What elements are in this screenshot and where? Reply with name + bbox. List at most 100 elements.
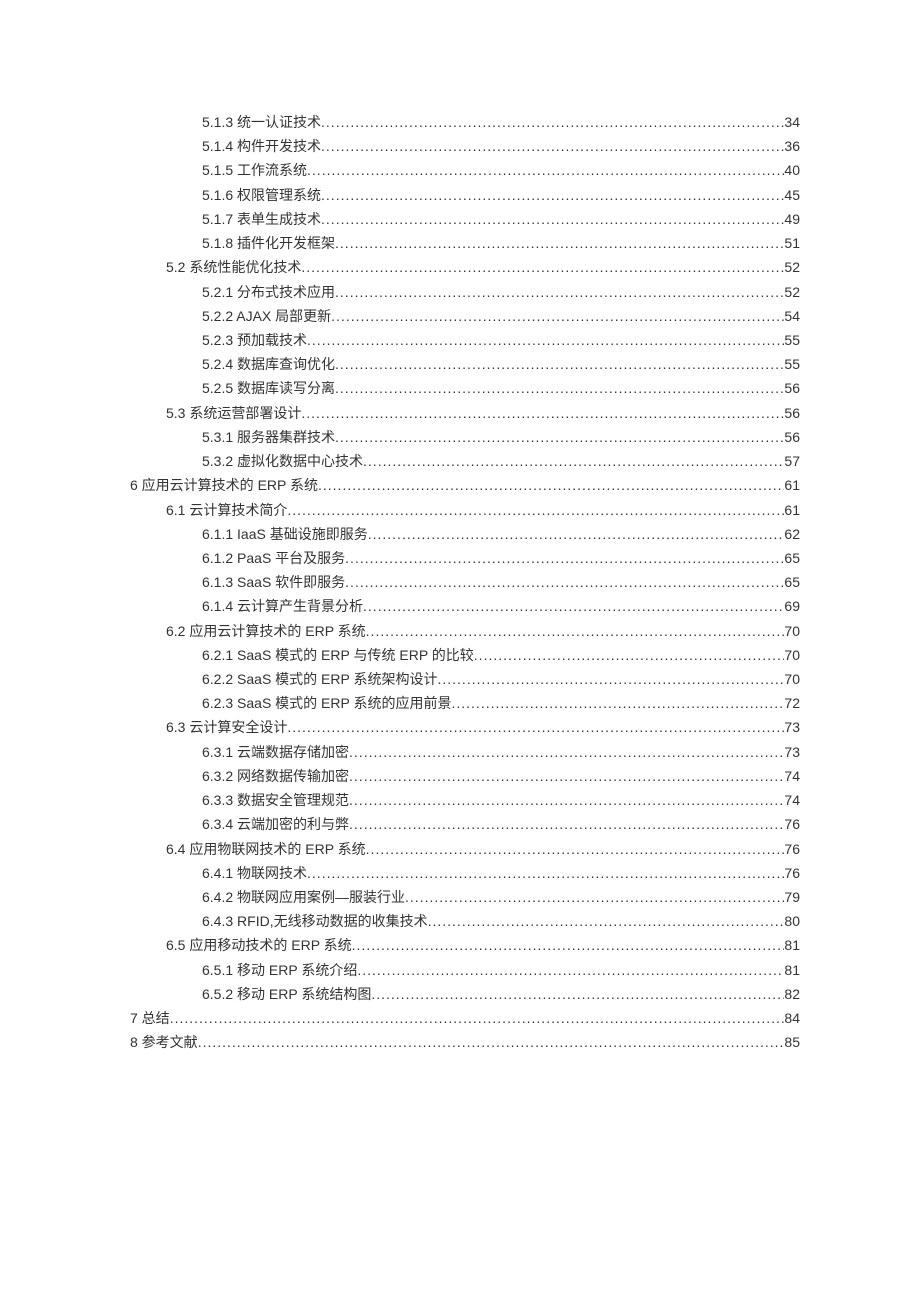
toc-entry[interactable]: 5.2.1 分布式技术应用 52 [130, 280, 800, 304]
toc-entry-page: 36 [784, 134, 800, 158]
toc-entry[interactable]: 6 应用云计算技术的 ERP 系统 61 [130, 473, 800, 497]
toc-entry-page: 70 [784, 619, 800, 643]
toc-entry[interactable]: 5.1.8 插件化开发框架 51 [130, 231, 800, 255]
toc-entry[interactable]: 6.3.3 数据安全管理规范 74 [130, 788, 800, 812]
toc-list: 5.1.3 统一认证技术 345.1.4 构件开发技术 365.1.5 工作流系… [130, 110, 800, 1055]
toc-entry[interactable]: 6.4.1 物联网技术 76 [130, 861, 800, 885]
toc-leader-dots [363, 449, 784, 473]
toc-entry-label: 6.2.3 SaaS 模式的 ERP 系统的应用前景 [202, 691, 451, 715]
toc-leader-dots [335, 425, 784, 449]
toc-entry-page: 80 [784, 909, 800, 933]
toc-entry-page: 70 [784, 643, 800, 667]
toc-entry-page: 34 [784, 110, 800, 134]
toc-entry-label: 5.2 系统性能优化技术 [166, 255, 301, 279]
toc-entry-page: 76 [784, 812, 800, 836]
toc-entry-label: 5.2.1 分布式技术应用 [202, 280, 335, 304]
toc-entry[interactable]: 6.5.1 移动 ERP 系统介绍 81 [130, 958, 800, 982]
toc-entry-label: 8 参考文献 [130, 1030, 198, 1054]
toc-entry-page: 69 [784, 594, 800, 618]
toc-entry-label: 5.1.4 构件开发技术 [202, 134, 321, 158]
toc-entry-page: 56 [784, 376, 800, 400]
toc-entry[interactable]: 5.1.7 表单生成技术 49 [130, 207, 800, 231]
toc-entry[interactable]: 6.4.3 RFID,无线移动数据的收集技术 80 [130, 909, 800, 933]
toc-entry[interactable]: 6.1.1 IaaS 基础设施即服务 62 [130, 522, 800, 546]
toc-entry-label: 6.4.1 物联网技术 [202, 861, 307, 885]
toc-entry[interactable]: 6.3.4 云端加密的利与弊 76 [130, 812, 800, 836]
toc-leader-dots [451, 691, 784, 715]
toc-entry-label: 5.1.3 统一认证技术 [202, 110, 321, 134]
toc-entry-label: 5.2.2 AJAX 局部更新 [202, 304, 331, 328]
toc-entry[interactable]: 5.2 系统性能优化技术 52 [130, 255, 800, 279]
toc-entry-page: 76 [784, 861, 800, 885]
toc-entry-page: 54 [784, 304, 800, 328]
toc-entry[interactable]: 6.5.2 移动 ERP 系统结构图 82 [130, 982, 800, 1006]
toc-leader-dots [335, 352, 784, 376]
toc-leader-dots [335, 231, 784, 255]
toc-entry[interactable]: 5.3.1 服务器集群技术 56 [130, 425, 800, 449]
toc-entry[interactable]: 5.1.4 构件开发技术 36 [130, 134, 800, 158]
toc-entry[interactable]: 5.1.3 统一认证技术 34 [130, 110, 800, 134]
toc-entry[interactable]: 5.3.2 虚拟化数据中心技术 57 [130, 449, 800, 473]
toc-entry[interactable]: 6.5 应用移动技术的 ERP 系统 81 [130, 933, 800, 957]
toc-entry-label: 6.3.3 数据安全管理规范 [202, 788, 349, 812]
toc-page: 5.1.3 统一认证技术 345.1.4 构件开发技术 365.1.5 工作流系… [0, 0, 920, 1302]
toc-leader-dots [345, 570, 784, 594]
toc-entry-page: 85 [784, 1030, 800, 1054]
toc-leader-dots [357, 958, 784, 982]
toc-entry[interactable]: 6.2.3 SaaS 模式的 ERP 系统的应用前景 72 [130, 691, 800, 715]
toc-leader-dots [321, 110, 784, 134]
toc-entry-page: 81 [784, 933, 800, 957]
toc-entry[interactable]: 5.2.3 预加载技术 55 [130, 328, 800, 352]
toc-leader-dots [318, 473, 784, 497]
toc-entry-page: 40 [784, 158, 800, 182]
toc-entry[interactable]: 6.1.4 云计算产生背景分析 69 [130, 594, 800, 618]
toc-entry-page: 55 [784, 352, 800, 376]
toc-entry-label: 6.4.2 物联网应用案例—服装行业 [202, 885, 405, 909]
toc-entry-page: 65 [784, 570, 800, 594]
toc-entry-label: 5.2.3 预加载技术 [202, 328, 307, 352]
toc-entry[interactable]: 5.1.6 权限管理系统 45 [130, 183, 800, 207]
toc-entry[interactable]: 6.1.3 SaaS 软件即服务 65 [130, 570, 800, 594]
toc-entry-label: 5.3.1 服务器集群技术 [202, 425, 335, 449]
toc-entry-label: 5.1.8 插件化开发框架 [202, 231, 335, 255]
toc-entry-page: 56 [784, 401, 800, 425]
toc-entry-page: 55 [784, 328, 800, 352]
toc-entry-page: 61 [784, 498, 800, 522]
toc-entry[interactable]: 6.4 应用物联网技术的 ERP 系统 76 [130, 837, 800, 861]
toc-entry[interactable]: 5.1.5 工作流系统 40 [130, 158, 800, 182]
toc-entry-page: 49 [784, 207, 800, 231]
toc-entry-page: 74 [784, 788, 800, 812]
toc-entry[interactable]: 6.2.2 SaaS 模式的 ERP 系统架构设计 70 [130, 667, 800, 691]
toc-entry-label: 6.1 云计算技术简介 [166, 498, 287, 522]
toc-leader-dots [352, 933, 785, 957]
toc-leader-dots [321, 134, 784, 158]
toc-entry[interactable]: 5.2.2 AJAX 局部更新 54 [130, 304, 800, 328]
toc-leader-dots [363, 594, 784, 618]
toc-entry[interactable]: 7 总结84 [130, 1006, 800, 1030]
toc-entry-page: 52 [784, 280, 800, 304]
toc-entry-page: 45 [784, 183, 800, 207]
toc-entry[interactable]: 8 参考文献 85 [130, 1030, 800, 1054]
toc-leader-dots [349, 812, 784, 836]
toc-entry[interactable]: 6.1 云计算技术简介 61 [130, 498, 800, 522]
toc-entry-label: 6.1.4 云计算产生背景分析 [202, 594, 363, 618]
toc-entry-page: 70 [784, 667, 800, 691]
toc-leader-dots [301, 401, 784, 425]
toc-entry[interactable]: 6.3 云计算安全设计 73 [130, 715, 800, 739]
toc-entry[interactable]: 5.3 系统运营部署设计 56 [130, 401, 800, 425]
toc-entry[interactable]: 6.3.1 云端数据存储加密 73 [130, 740, 800, 764]
toc-entry[interactable]: 6.4.2 物联网应用案例—服装行业 79 [130, 885, 800, 909]
toc-leader-dots [170, 1006, 785, 1030]
toc-entry[interactable]: 5.2.5 数据库读写分离 56 [130, 376, 800, 400]
toc-entry[interactable]: 6.2 应用云计算技术的 ERP 系统 70 [130, 619, 800, 643]
toc-entry[interactable]: 6.3.2 网络数据传输加密 74 [130, 764, 800, 788]
toc-entry-page: 56 [784, 425, 800, 449]
toc-leader-dots [368, 522, 785, 546]
toc-entry[interactable]: 6.2.1 SaaS 模式的 ERP 与传统 ERP 的比较 70 [130, 643, 800, 667]
toc-entry[interactable]: 6.1.2 PaaS 平台及服务 65 [130, 546, 800, 570]
toc-entry-page: 81 [784, 958, 800, 982]
toc-entry-page: 72 [784, 691, 800, 715]
toc-leader-dots [307, 861, 784, 885]
toc-leader-dots [287, 498, 784, 522]
toc-entry[interactable]: 5.2.4 数据库查询优化 55 [130, 352, 800, 376]
